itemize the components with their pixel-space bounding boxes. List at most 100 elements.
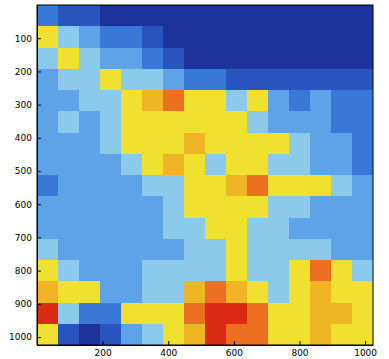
x-tick: 600: [226, 341, 243, 358]
heatmap-cell: [226, 69, 248, 91]
heatmap-cell: [289, 111, 311, 133]
heatmap-cell: [352, 90, 373, 112]
heatmap-cell: [352, 69, 373, 91]
heatmap-cell: [331, 90, 353, 112]
heatmap-cell: [268, 239, 290, 261]
heatmap-cell: [58, 281, 80, 303]
heatmap-cell: [100, 175, 122, 197]
heatmap-cell: [352, 196, 373, 218]
heatmap-cell: [247, 133, 269, 155]
heatmap-cell: [142, 324, 164, 345]
heatmap-cell: [163, 260, 185, 282]
heatmap-cell: [58, 239, 80, 261]
heatmap-cell: [289, 26, 311, 48]
heatmap-cell: [163, 26, 185, 48]
y-tick-label: 800: [15, 266, 32, 276]
heatmap-cell: [37, 281, 59, 303]
x-tick-mark: [103, 341, 104, 345]
y-tick: 100: [15, 34, 41, 44]
heatmap-cell: [226, 111, 248, 133]
heatmap-cell: [184, 133, 206, 155]
heatmap-cell: [289, 175, 311, 197]
heatmap-cell: [37, 90, 59, 112]
heatmap-cell: [205, 303, 227, 325]
heatmap-cell: [310, 90, 332, 112]
heatmap-cell: [184, 175, 206, 197]
heatmap-cell: [79, 90, 101, 112]
heatmap-cell: [205, 239, 227, 261]
heatmap-cell: [289, 303, 311, 325]
heatmap-cell: [247, 26, 269, 48]
heatmap-cell: [121, 303, 143, 325]
y-tick: 900: [15, 299, 41, 309]
heatmap-cell: [331, 281, 353, 303]
heatmap-cell: [37, 48, 59, 70]
y-tick-mark: [37, 304, 41, 305]
heatmap-cell: [37, 133, 59, 155]
heatmap-cell: [58, 324, 80, 345]
heatmap-cell: [58, 303, 80, 325]
heatmap-cell: [310, 5, 332, 27]
heatmap-cell: [268, 90, 290, 112]
heatmap-cell: [79, 303, 101, 325]
heatmap-cell: [163, 303, 185, 325]
heatmap-cell: [310, 154, 332, 176]
heatmap-cell: [100, 324, 122, 345]
heatmap-cell: [331, 218, 353, 240]
heatmap-cell: [184, 154, 206, 176]
heatmap-cell: [226, 303, 248, 325]
heatmap-cell: [163, 218, 185, 240]
heatmap-cell: [268, 175, 290, 197]
heatmap-cell: [37, 111, 59, 133]
heatmap-cell: [100, 5, 122, 27]
heatmap-cell: [205, 90, 227, 112]
heatmap-cell: [205, 48, 227, 70]
heatmap-cell: [205, 281, 227, 303]
heatmap-cell: [226, 48, 248, 70]
heatmap-cell: [79, 48, 101, 70]
x-tick-label: 400: [160, 348, 177, 358]
y-tick-label: 1000: [9, 332, 32, 342]
heatmap-cell: [331, 175, 353, 197]
y-tick-mark: [37, 337, 41, 338]
heatmap-cell: [331, 154, 353, 176]
heatmap-cell: [58, 260, 80, 282]
heatmap-cell: [100, 154, 122, 176]
heatmap-cell: [352, 303, 373, 325]
heatmap-cell: [79, 26, 101, 48]
heatmap-cell: [247, 154, 269, 176]
heatmap-cell: [163, 154, 185, 176]
x-tick: 400: [160, 341, 177, 358]
heatmap-cell: [310, 260, 332, 282]
heatmap-cell: [79, 175, 101, 197]
heatmap-cell: [79, 218, 101, 240]
heatmap-cell: [226, 26, 248, 48]
heatmap-cell: [352, 324, 373, 345]
heatmap-cell: [100, 218, 122, 240]
x-tick-mark: [168, 341, 169, 345]
heatmap-cell: [268, 218, 290, 240]
plot-frame: [37, 5, 373, 345]
heatmap-cell: [142, 175, 164, 197]
heatmap-cell: [100, 69, 122, 91]
heatmap-cell: [268, 196, 290, 218]
heatmap-cell: [58, 26, 80, 48]
heatmap-cell: [100, 239, 122, 261]
heatmap-cell: [268, 133, 290, 155]
heatmap-cell: [79, 5, 101, 27]
heatmap-cell: [142, 239, 164, 261]
heatmap-cell: [310, 239, 332, 261]
heatmap-cell: [205, 26, 227, 48]
x-axis-line: [38, 345, 374, 346]
x-tick: 200: [95, 341, 112, 358]
heatmap-cell: [205, 218, 227, 240]
heatmap-cell: [142, 260, 164, 282]
heatmap-cell: [247, 303, 269, 325]
heatmap-cell: [142, 48, 164, 70]
y-tick-label: 600: [15, 200, 32, 210]
y-tick-mark: [37, 271, 41, 272]
heatmap-cell: [121, 48, 143, 70]
heatmap-cell: [352, 218, 373, 240]
heatmap-cell: [79, 111, 101, 133]
heatmap-cell: [331, 196, 353, 218]
